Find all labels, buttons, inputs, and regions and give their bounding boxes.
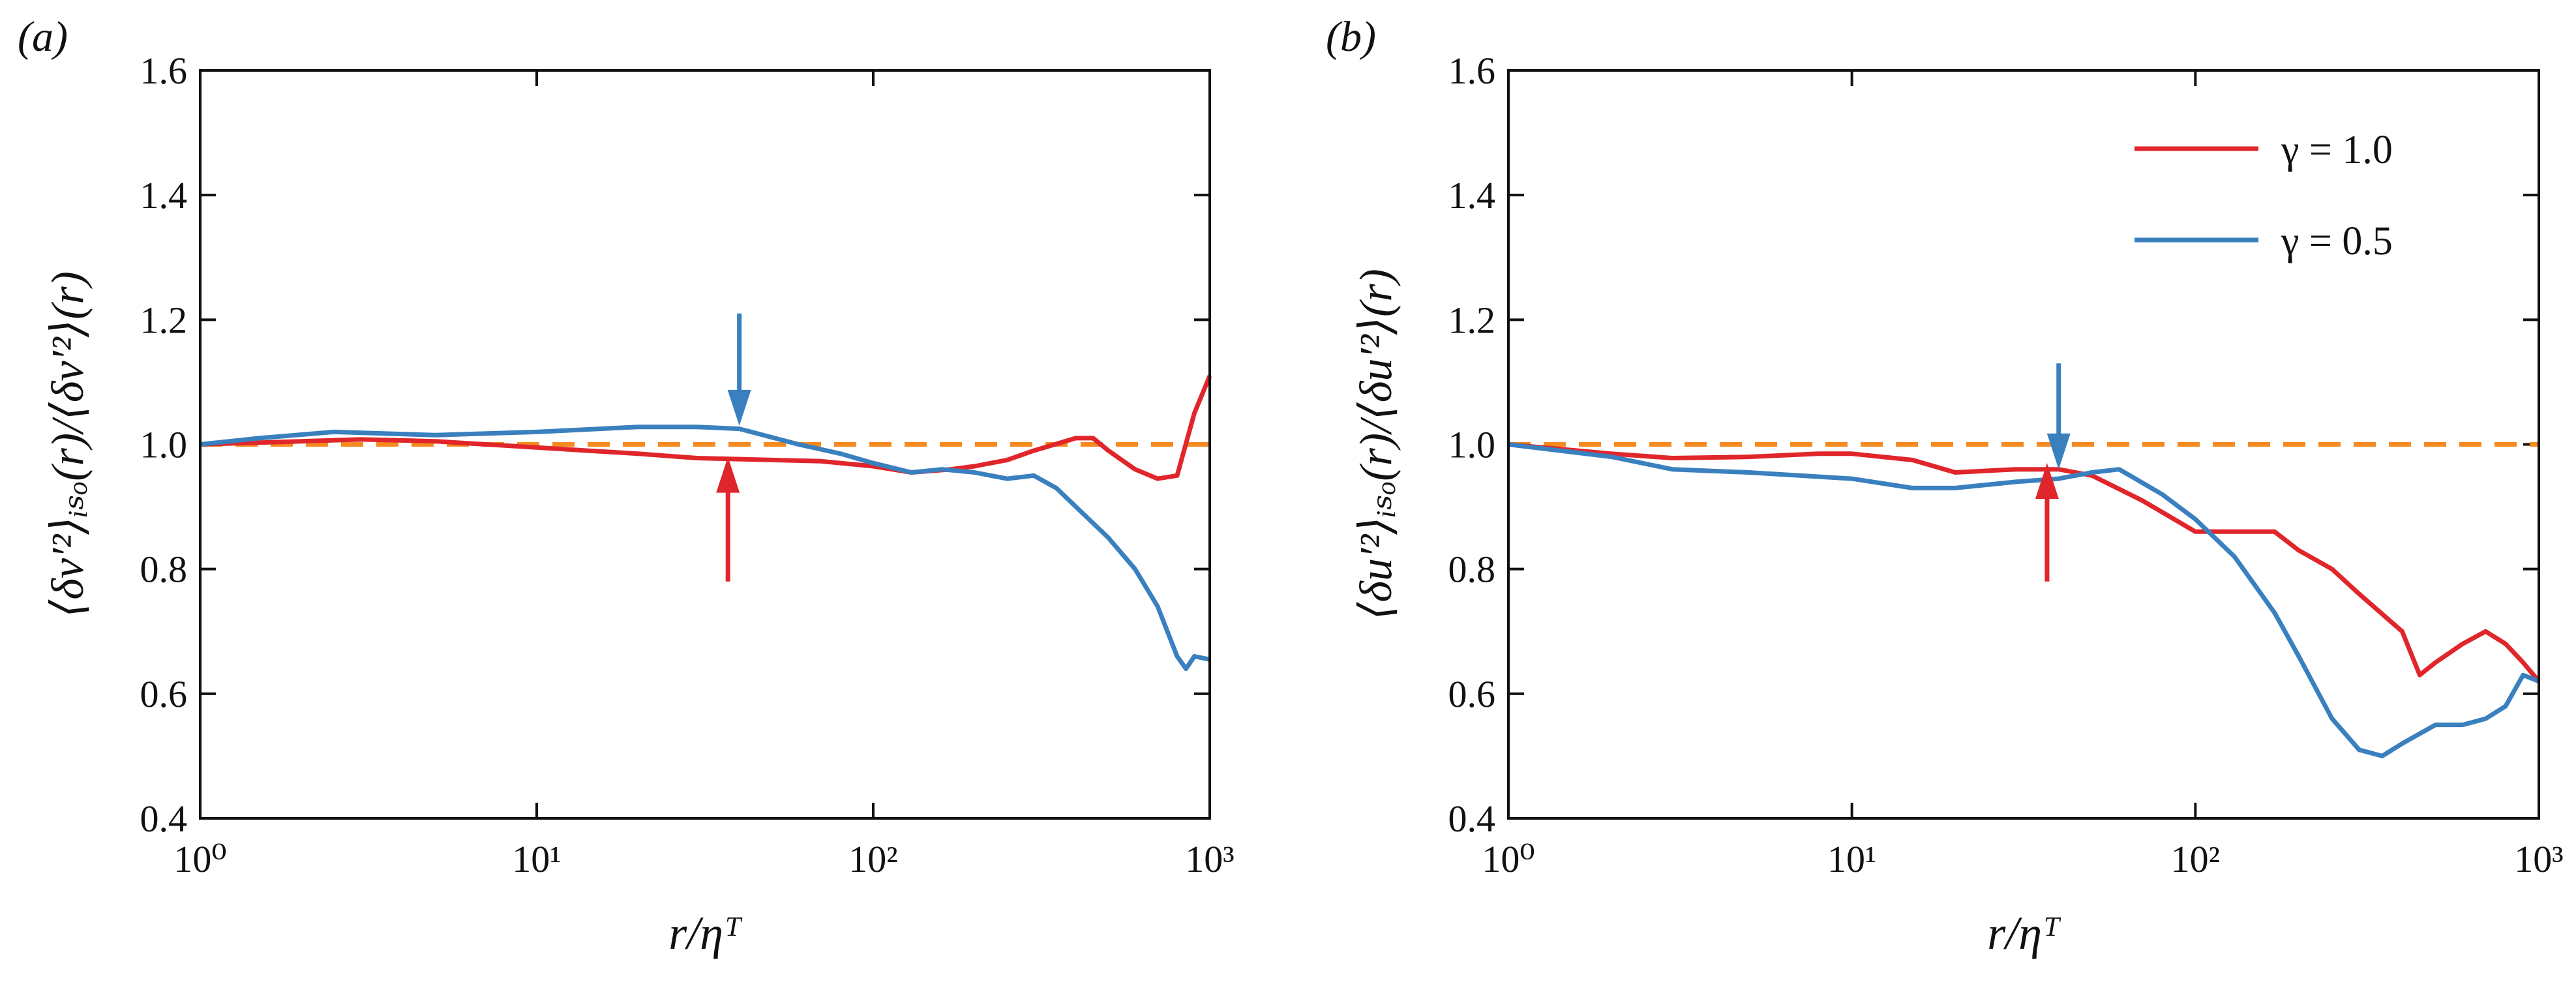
x-tick-label: 10² [848, 838, 897, 880]
series-line [200, 425, 1210, 672]
panel: 10⁰ 10¹ 10² 10³ 0.4 0.6 0.8 1.0 1.2 1.4 1.6 (b) r/ηᵀ… [1326, 13, 2564, 959]
panel-label: (b) [1326, 13, 1376, 61]
arrow-head [2046, 433, 2071, 470]
arrow-head [2035, 463, 2059, 499]
y-tick-label: 0.6 [140, 673, 188, 715]
panel-label: (a) [18, 13, 68, 61]
x-tick-label: 10³ [1185, 838, 1234, 880]
y-tick-label: 1.0 [140, 424, 188, 466]
legend-label: γ = 1.0 [2281, 128, 2393, 172]
x-tick-label: 10¹ [1827, 838, 1876, 880]
y-tick-label: 1.2 [140, 299, 188, 341]
y-tick-label: 0.4 [1448, 798, 1496, 840]
y-tick-label: 0.4 [140, 798, 188, 840]
series-line [1508, 442, 2541, 683]
arrow-head [727, 389, 751, 426]
y-tick-label: 1.2 [1448, 299, 1496, 341]
plot-frame [1507, 69, 2540, 820]
y-tick-label: 0.8 [140, 548, 188, 591]
y-tick-label: 0.6 [1448, 673, 1496, 715]
x-tick-label: 10⁰ [1482, 838, 1535, 880]
y-tick-label: 1.4 [1448, 174, 1496, 216]
x-axis-label: r/ηᵀ [1987, 907, 2061, 959]
x-axis-label: r/ηᵀ [668, 907, 743, 959]
x-tick-label: 10¹ [512, 838, 561, 880]
legend-label: γ = 0.5 [2281, 219, 2393, 263]
x-tick-label: 10² [2171, 838, 2220, 880]
series-line [1508, 442, 2540, 758]
x-tick-label: 10³ [2514, 838, 2563, 880]
y-tick-label: 1.4 [140, 174, 188, 216]
y-tick-label: 1.6 [1448, 50, 1496, 92]
y-axis-label: ⟨δv′²⟩ᵢₛₒ(r)/⟨δv′²⟩(r) [43, 271, 93, 618]
y-axis-label: ⟨δu′²⟩ᵢₛₒ(r)/⟨δu′²⟩(r) [1351, 269, 1401, 620]
panel: 10⁰ 10¹ 10² 10³ 0.4 0.6 0.8 1.0 1.2 1.4 1.6 (a) r/ηᵀ… [18, 13, 1235, 959]
plot-frame [199, 69, 1211, 820]
x-tick-label: 10⁰ [173, 838, 226, 880]
y-tick-label: 1.6 [140, 50, 188, 92]
y-tick-label: 0.8 [1448, 548, 1496, 591]
y-tick-label: 1.0 [1448, 424, 1496, 466]
arrow-head [716, 456, 740, 493]
